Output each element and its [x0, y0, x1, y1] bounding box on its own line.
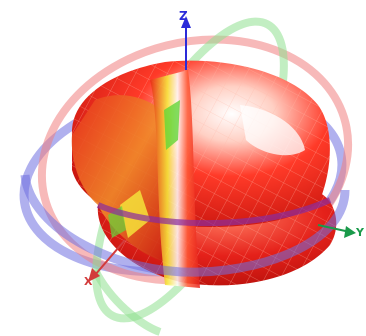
arrow-right-icon: [344, 226, 356, 238]
y-axis: Y: [317, 224, 365, 239]
arrow-up-icon: [181, 16, 191, 28]
z-axis: Z: [179, 9, 191, 70]
equator-band: [96, 197, 332, 227]
z-axis-label: Z: [179, 9, 188, 23]
y-axis-label: Y: [355, 226, 365, 239]
central-crease: [150, 70, 200, 288]
green-ring-front: [91, 268, 162, 336]
arrow-down-left-icon: [88, 268, 100, 282]
specular-highlight: [240, 105, 305, 156]
ring-group-front: [20, 174, 350, 336]
blue-ring-front: [20, 174, 350, 277]
x-axis: X: [84, 239, 126, 288]
green-facet: [164, 100, 180, 150]
x-axis-label: X: [84, 275, 93, 288]
